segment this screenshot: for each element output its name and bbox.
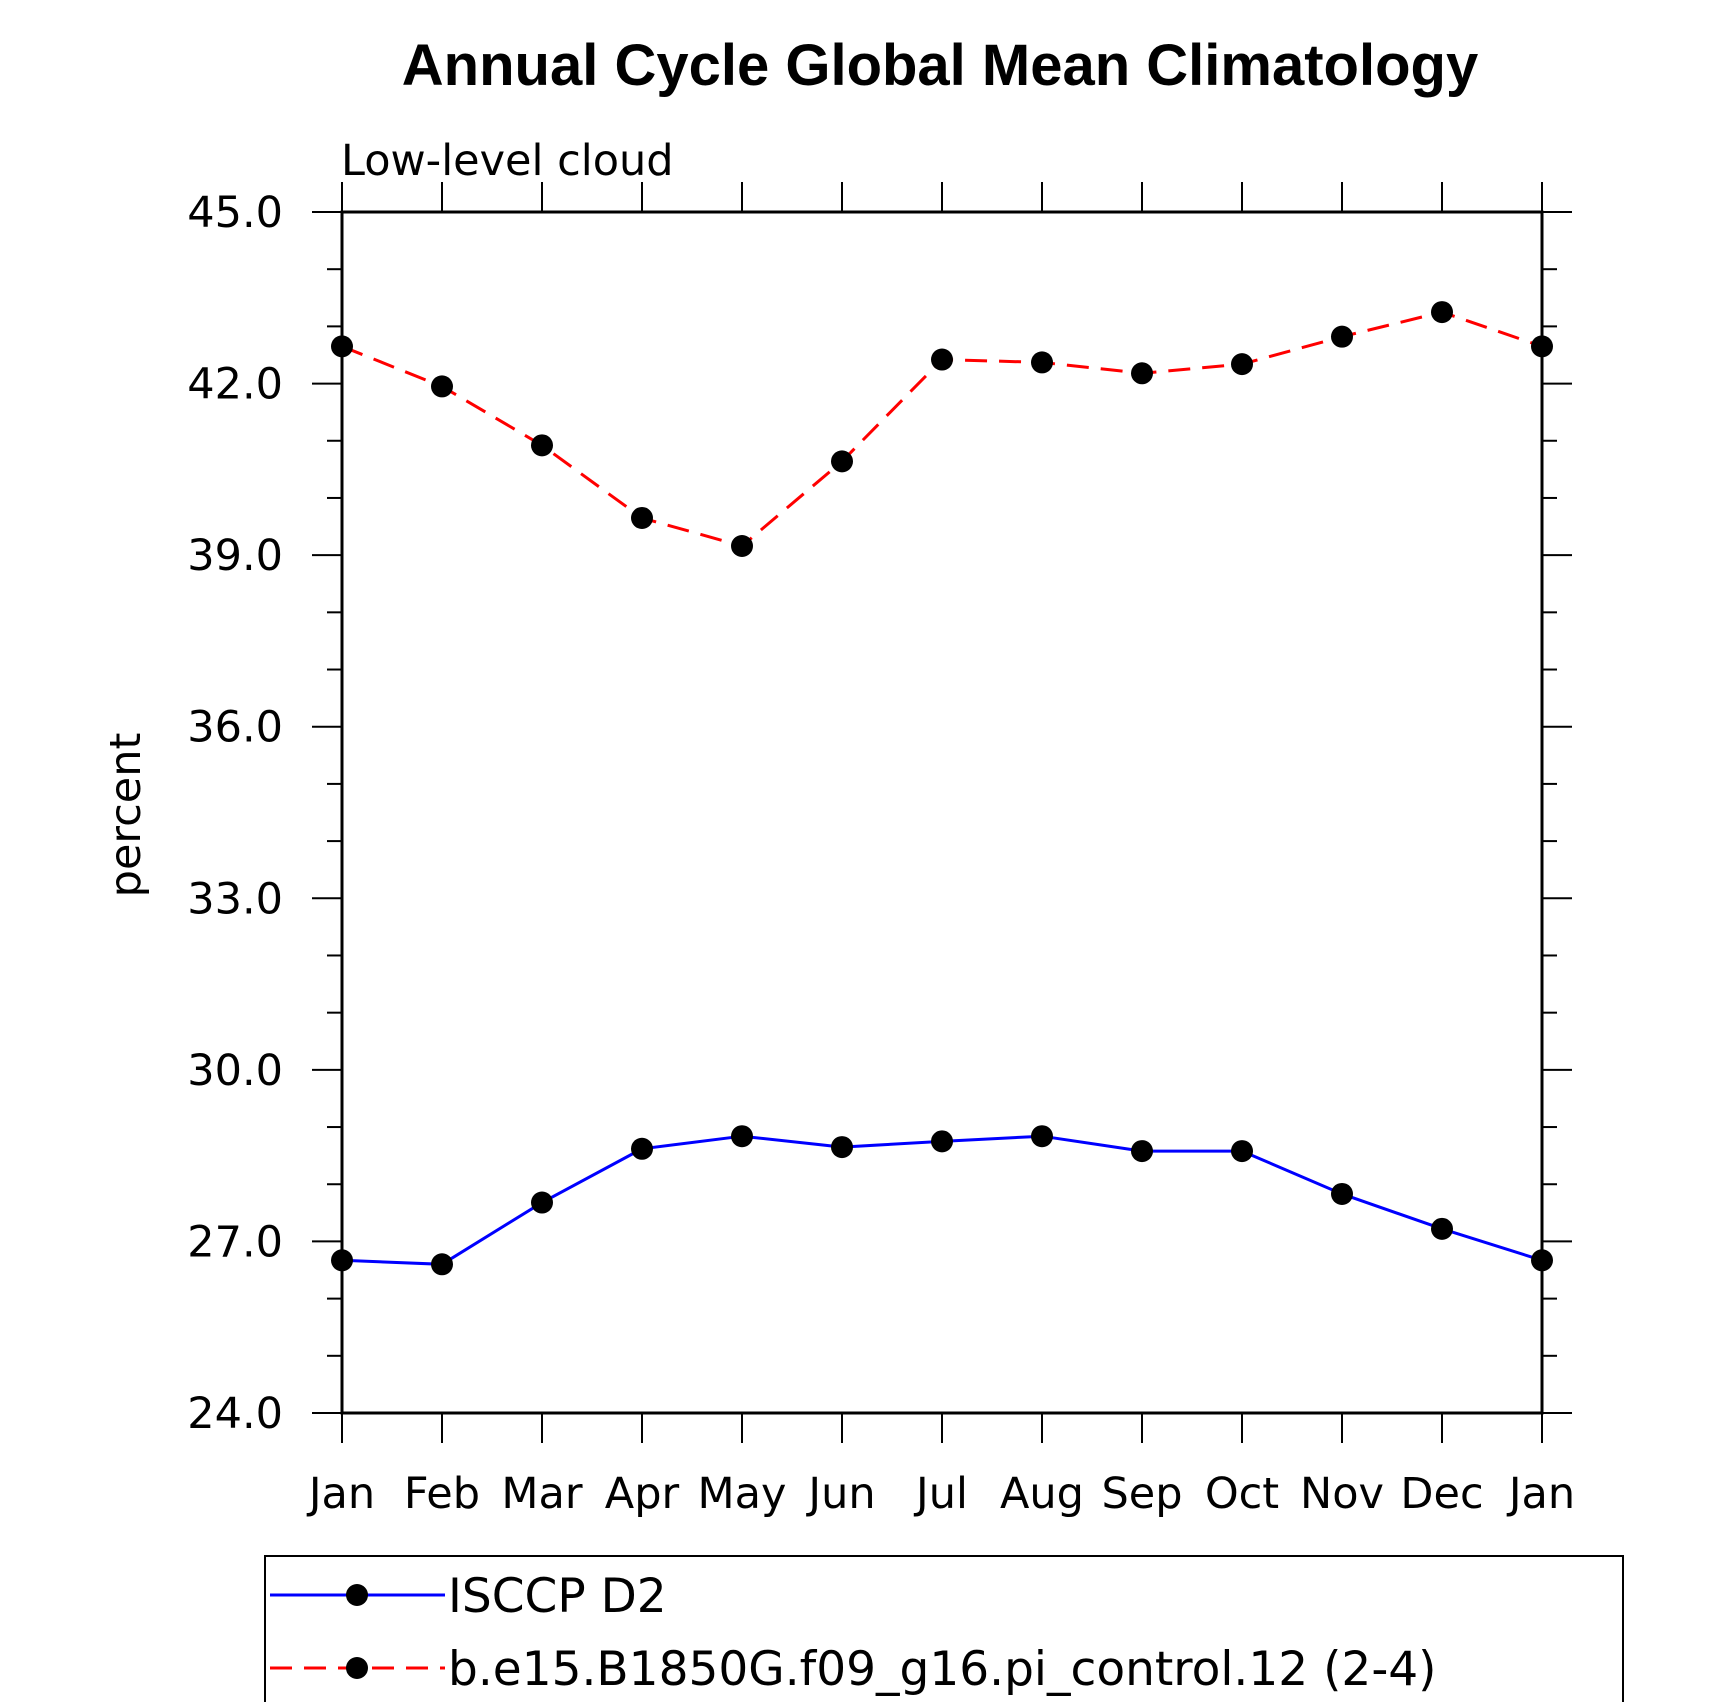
x-tick-label: Apr xyxy=(605,1469,680,1519)
series-1-point xyxy=(1231,353,1253,376)
y-tick-label: 39.0 xyxy=(187,531,283,581)
series-1-point xyxy=(331,335,353,358)
series-1-point xyxy=(731,534,753,557)
x-tick-label: Aug xyxy=(1000,1469,1084,1519)
series-0-point xyxy=(1231,1140,1253,1163)
series-1-point xyxy=(1431,301,1453,324)
series-1-point xyxy=(931,348,953,371)
series-0-point xyxy=(831,1136,853,1159)
series-0-point xyxy=(431,1253,453,1276)
x-tick-label: Jul xyxy=(913,1469,968,1519)
x-tick-label: Dec xyxy=(1400,1469,1483,1519)
series-1-point xyxy=(431,375,453,398)
legend-frame xyxy=(264,1555,1624,1702)
series-0-point xyxy=(1531,1249,1553,1272)
legend-marker-1 xyxy=(346,1657,368,1679)
x-tick-label: May xyxy=(698,1469,787,1519)
series-line-1 xyxy=(341,310,1543,548)
x-tick-label: Jan xyxy=(1506,1469,1575,1519)
series-1-point xyxy=(831,450,853,473)
series-1-point xyxy=(631,506,653,529)
y-tick-label: 24.0 xyxy=(187,1389,283,1439)
series-0-point xyxy=(731,1125,753,1148)
plot-frame xyxy=(340,210,1544,1415)
series-0-point xyxy=(531,1191,553,1214)
series-1-point xyxy=(1531,335,1553,358)
x-tick-label: Sep xyxy=(1101,1469,1182,1519)
x-tick-labels: Jan Feb Mar Apr May Jun Jul Aug Sep Oct Nov Dec Jan xyxy=(306,1469,1575,1519)
x-tick-label: Jun xyxy=(805,1469,875,1519)
series-1-point xyxy=(1331,325,1353,348)
legend: ISCCP D2 b.e15.B1850G.f09_g16.pi_control.… xyxy=(264,1555,1624,1702)
y-tick-label: 33.0 xyxy=(187,874,283,924)
axis-ticks xyxy=(312,182,1572,1443)
y-tick-label: 45.0 xyxy=(187,188,283,238)
y-tick-label: 27.0 xyxy=(187,1217,283,1267)
series-0-point xyxy=(1131,1140,1153,1163)
series-0-point xyxy=(1031,1125,1053,1148)
x-tick-label: Jan xyxy=(306,1469,375,1519)
legend-label-0: ISCCP D2 xyxy=(448,1569,667,1624)
chart-subtitle: Low-level cloud xyxy=(341,136,674,186)
y-tick-labels: 24.0 27.0 30.0 33.0 36.0 39.0 42.0 45.0 xyxy=(187,188,283,1439)
chart-title: Annual Cycle Global Mean Climatology xyxy=(402,33,1478,98)
series-0-point xyxy=(1331,1182,1353,1205)
legend-label-1: b.e15.B1850G.f09_g16.pi_control.12 (2-4) xyxy=(448,1642,1437,1697)
series-0-point xyxy=(1431,1217,1453,1240)
y-tick-label: 36.0 xyxy=(187,703,283,753)
x-tick-label: Feb xyxy=(404,1469,480,1519)
series-0-point xyxy=(631,1137,653,1160)
y-tick-label: 42.0 xyxy=(187,360,283,410)
x-tick-label: Nov xyxy=(1300,1469,1384,1519)
x-tick-label: Mar xyxy=(501,1469,582,1519)
series-0-point xyxy=(331,1249,353,1272)
series-1-point xyxy=(1031,351,1053,374)
y-tick-label: 30.0 xyxy=(187,1046,283,1096)
legend-marker-0 xyxy=(346,1584,368,1606)
y-axis-label: percent xyxy=(101,733,151,898)
series-line-0 xyxy=(341,1134,1543,1266)
series-1-point xyxy=(1131,362,1153,385)
series-0-point xyxy=(931,1130,953,1153)
x-tick-label: Oct xyxy=(1205,1469,1279,1519)
data-series xyxy=(331,301,1553,1276)
series-1-point xyxy=(531,434,553,457)
